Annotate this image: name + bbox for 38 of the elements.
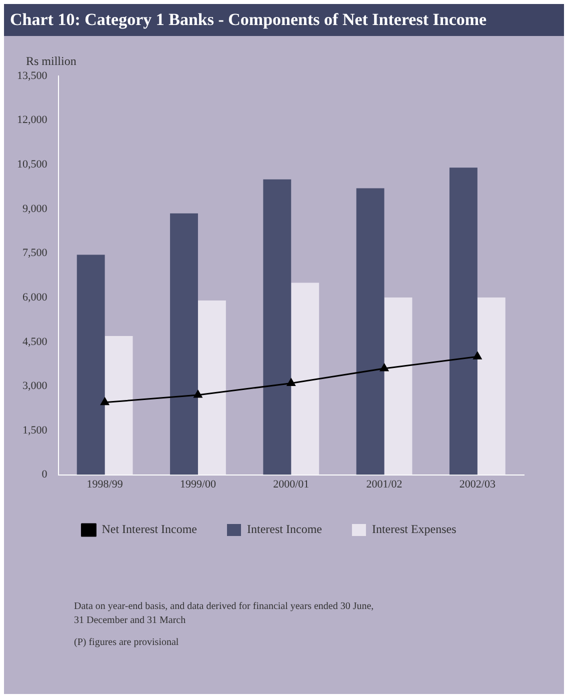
legend-label: Net Interest Income [102,522,198,536]
y-tick-label: 0 [42,468,48,481]
y-tick-label: 4,500 [22,336,48,348]
point [473,352,482,360]
point [194,390,202,398]
bar [263,179,292,475]
text: (P) figures are provisional [74,636,180,650]
bar [198,300,226,475]
bar [356,188,384,475]
bar [384,298,412,475]
point [100,398,110,406]
x-tick-label: 2000/01 [273,478,310,490]
x-tick-label: 1998/99 [86,478,124,490]
y-tick-label: 7,500 [22,247,48,260]
y-tick-label: 1,500 [22,424,48,436]
y-tick-label: 12,000 [17,114,48,126]
x-tick-label: 2002/03 [459,478,496,490]
bar [76,254,105,475]
point [380,364,388,372]
point [286,378,296,386]
x-tick-label: 2001/02 [366,478,402,490]
text: 31 December and 31 March [74,614,187,628]
chart-title: Chart 10: Category 1 Banks - Components of Net Interest Income [4,4,564,36]
y-tick-label: 9,000 [22,202,48,215]
y-tick-label: 6,000 [22,291,48,304]
text: Data on year-end basis, and data derived for financial years ended 30 June, [74,600,374,614]
y-tick-label: 10,500 [17,158,48,171]
bar [104,336,133,475]
y-axis-title: Rs million [26,54,76,69]
bar [291,282,320,475]
legend-label: Interest Income [247,522,322,536]
x-tick-label: 1999/00 [180,478,216,490]
bar [449,168,478,475]
bar [170,213,198,475]
y-tick-label: 13,500 [17,70,48,82]
y-tick-label: 3,000 [22,380,48,392]
bar [477,298,506,475]
legend-label: Interest Expenses [372,522,457,536]
